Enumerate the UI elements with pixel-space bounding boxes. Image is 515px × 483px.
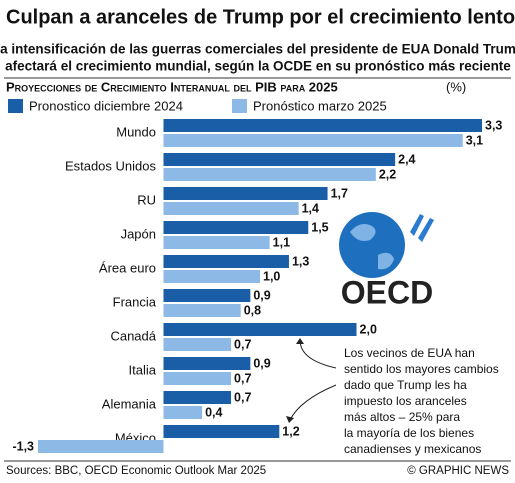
annotation: la mayoría de los bienes: [344, 426, 474, 440]
value-label: 0,7: [234, 337, 251, 351]
value-label: 2,2: [379, 167, 396, 181]
category-label: RU: [137, 192, 156, 207]
bar: [163, 304, 241, 317]
value-label: 3,1: [466, 133, 483, 147]
value-label: 0,7: [234, 390, 251, 404]
bar: [163, 153, 396, 166]
bar: [163, 323, 357, 336]
bar: [163, 357, 251, 370]
arrow-head: [286, 416, 294, 423]
annotation: Los vecinos de EUA han: [344, 346, 475, 360]
subtitle: La intensificación de las guerras comerc…: [0, 42, 515, 57]
value-label: 1,3: [292, 254, 309, 268]
chart-title: Culpan a aranceles de Trump por el creci…: [6, 6, 515, 28]
value-label: 0,8: [244, 303, 261, 317]
annotation: canadienses y mexicanos: [344, 442, 481, 456]
legend-swatch: [8, 99, 23, 113]
legend-swatch: [232, 99, 247, 113]
legend-label: Pronostico diciembre 2024: [29, 98, 183, 113]
value-label: -1,3: [12, 439, 34, 453]
value-label: 3,3: [485, 118, 502, 132]
logo-stripes: [410, 214, 434, 242]
category-label: Italia: [129, 362, 157, 377]
globe: [339, 212, 405, 278]
bar: [38, 440, 164, 453]
arrow: [299, 339, 337, 369]
bar: [163, 270, 260, 283]
bar: [163, 391, 232, 404]
logo-text: OECD: [341, 274, 433, 310]
bar: [163, 338, 232, 351]
bar: [163, 202, 299, 215]
value-label: 1,1: [273, 235, 290, 249]
value-label: 1,2: [282, 424, 299, 438]
credit: © GRAPHIC NEWS: [407, 465, 509, 477]
category-label: Área euro: [99, 260, 156, 275]
annotation: dado que Trump les ha: [344, 378, 467, 392]
value-label: 2,0: [360, 322, 377, 336]
bar: [163, 134, 463, 147]
oecd-logo: OECD: [339, 212, 434, 310]
bar: [163, 372, 232, 385]
value-label: 0,4: [205, 405, 222, 419]
bar: [163, 221, 309, 234]
bar: [163, 289, 251, 302]
category-label: Mundo: [116, 124, 156, 139]
value-label: 2,4: [398, 152, 415, 166]
bar: [163, 406, 203, 419]
arrow: [289, 384, 337, 421]
legend-label: Pronóstico marzo 2025: [253, 98, 387, 113]
globe-land: [350, 224, 394, 270]
value-label: 0,9: [253, 288, 270, 302]
bar: [163, 168, 376, 181]
arrow-head: [296, 338, 304, 344]
bar: [163, 236, 270, 249]
annotation: más altos – 25% para: [344, 410, 460, 424]
subtitle: afectará el crecimiento mundial, según l…: [5, 59, 511, 74]
annotation: sentido los mayores cambios: [344, 362, 499, 376]
category-label: Francia: [113, 294, 157, 309]
value-label: 1,7: [331, 186, 348, 200]
value-label: 1,4: [302, 201, 319, 215]
source: Sources: BBC, OECD Economic Outlook Mar …: [6, 465, 266, 477]
annotation: impuesto los aranceles: [344, 394, 467, 408]
value-label: 1,5: [311, 220, 328, 234]
unit: (%): [446, 79, 466, 94]
category-label: Japón: [121, 226, 156, 241]
value-label: 1,0: [263, 269, 280, 283]
bar: [163, 255, 289, 268]
value-label: 0,9: [253, 356, 270, 370]
category-label: Alemania: [102, 396, 157, 411]
bar: [163, 119, 482, 132]
bar: [163, 425, 280, 438]
bar: [163, 187, 328, 200]
category-label: Canadá: [110, 328, 156, 343]
category-label: Estados Unidos: [65, 158, 157, 173]
value-label: 0,7: [234, 371, 251, 385]
axis-title: Proyecciones de Crecimiento Interanual d…: [6, 79, 338, 94]
